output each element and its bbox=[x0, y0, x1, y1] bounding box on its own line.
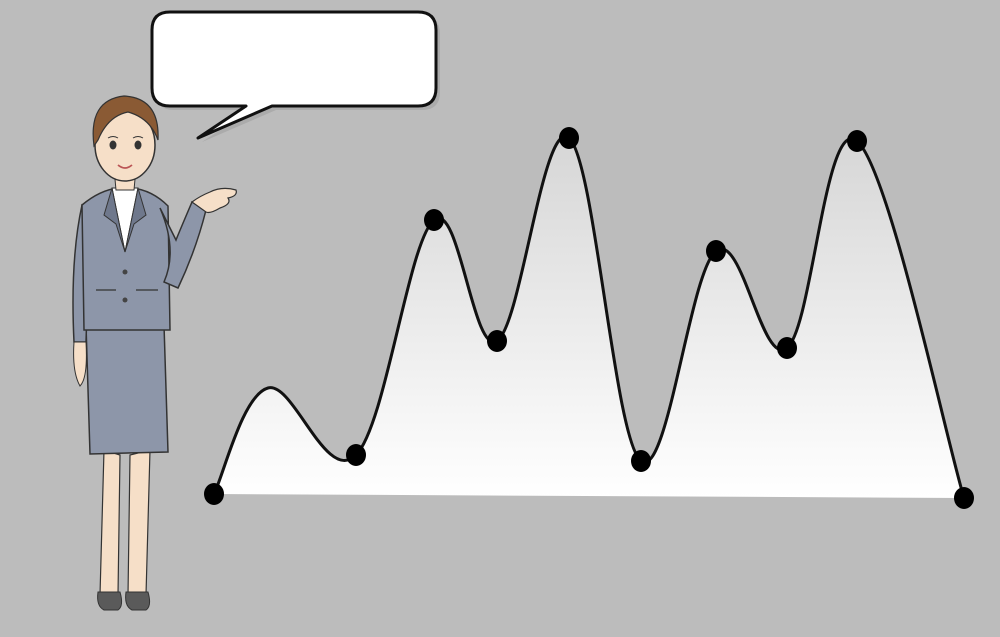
curve-marker-10 bbox=[954, 487, 974, 509]
right-arm bbox=[159, 200, 207, 289]
businesswoman-figure bbox=[72, 95, 237, 611]
left-hand bbox=[73, 341, 87, 387]
curve-chart bbox=[204, 127, 974, 509]
curve-markers bbox=[204, 127, 974, 509]
curve-marker-2 bbox=[346, 444, 366, 466]
right-shoe bbox=[125, 591, 151, 611]
curve-marker-6 bbox=[631, 450, 651, 472]
speech-bubble-text bbox=[160, 26, 422, 96]
curve-marker-7 bbox=[706, 240, 726, 262]
left-shoe bbox=[97, 591, 123, 611]
curve-marker-5 bbox=[559, 127, 579, 149]
curve-marker-3 bbox=[424, 209, 444, 231]
skirt bbox=[85, 324, 169, 455]
curve-marker-1 bbox=[204, 483, 224, 505]
curve-marker-8 bbox=[777, 337, 797, 359]
presenting-hand bbox=[190, 187, 237, 214]
curve-marker-4 bbox=[487, 330, 507, 352]
speech-bubble bbox=[150, 10, 440, 142]
curve-marker-9 bbox=[847, 130, 867, 152]
curve-area-fill bbox=[214, 136, 964, 498]
legs bbox=[99, 449, 151, 596]
hair bbox=[92, 95, 159, 148]
